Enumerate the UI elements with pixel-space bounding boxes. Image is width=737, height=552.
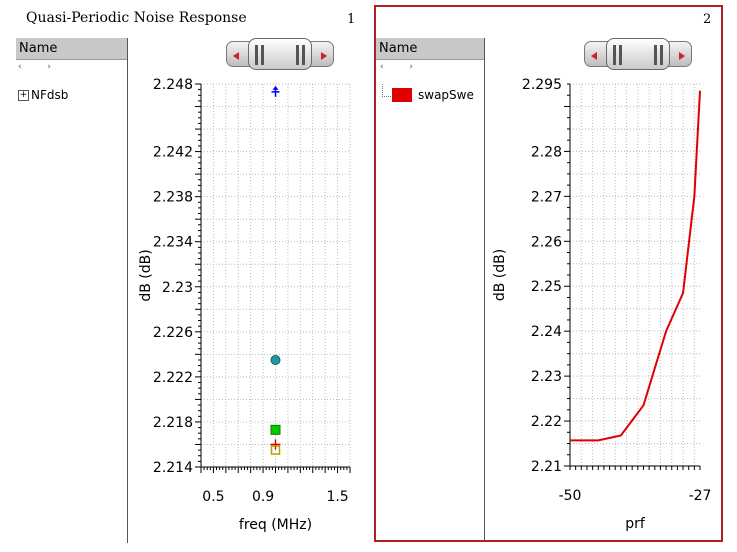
y-tick-label: 2.24 — [531, 324, 562, 340]
x-tick-label: 0.5 — [202, 489, 224, 505]
panel-title: Quasi-Periodic Noise Response — [26, 10, 247, 26]
list-scroll-indicator[interactable]: ‹ › — [380, 62, 413, 72]
data-point — [270, 354, 281, 365]
x-tick-label: 0.9 — [252, 489, 274, 505]
expand-icon[interactable]: + — [18, 90, 29, 101]
panel-divider — [127, 38, 128, 543]
x-axis-label: prf — [625, 516, 646, 532]
y-tick-label: 2.234 — [153, 235, 193, 251]
y-tick-label: 2.295 — [522, 77, 562, 93]
y-axis-label: dB (dB) — [492, 249, 508, 301]
y-tick-label: 2.25 — [531, 279, 562, 295]
horizontal-zoom-slider[interactable] — [584, 38, 692, 72]
x-tick-label: 1.5 — [326, 489, 348, 505]
y-axis-label: dB (dB) — [138, 249, 154, 301]
chart-1: 2.214 2.218 2.222 2.226 2.23 2.234 2.238 2.242 2… — [138, 77, 351, 533]
y-tick-label: 2.242 — [153, 145, 193, 161]
list-scroll-indicator[interactable]: ‹ › — [18, 62, 51, 72]
y-tick-label: 2.238 — [153, 190, 193, 206]
legend-label[interactable]: swapSwe — [418, 88, 474, 102]
tree-item-label: NFdsb — [31, 88, 69, 102]
series-line — [570, 90, 701, 442]
name-column-header[interactable]: Name — [376, 38, 485, 60]
slider-thumb[interactable] — [606, 38, 670, 70]
panel-2 — [374, 5, 723, 542]
y-tick-label: 2.226 — [153, 325, 193, 341]
y-tick-label: 2.21 — [531, 459, 562, 475]
y-tick-label: 2.218 — [153, 415, 193, 431]
tree-item-nfdsb[interactable]: + NFdsb — [18, 88, 68, 102]
y-tick-label: 2.22 — [531, 414, 562, 430]
horizontal-zoom-slider[interactable] — [226, 38, 334, 72]
scroll-left-icon[interactable] — [233, 52, 239, 60]
data-point — [271, 85, 280, 97]
y-tick-label: 2.248 — [153, 77, 193, 93]
y-tick-label: 2.222 — [153, 370, 193, 386]
x-axis-label: freq (MHz) — [239, 517, 312, 533]
y-tick-label: 2.27 — [531, 189, 562, 205]
y-tick-label: 2.23 — [531, 369, 562, 385]
scroll-right-icon[interactable] — [321, 52, 327, 60]
panel-divider — [484, 38, 485, 541]
slider-thumb[interactable] — [248, 38, 312, 70]
y-tick-label: 2.214 — [153, 460, 193, 476]
data-point — [270, 424, 281, 435]
data-point — [270, 439, 281, 450]
y-tick-label: 2.23 — [162, 280, 193, 296]
y-tick-label: 2.28 — [531, 144, 562, 160]
panel-number: 2 — [703, 12, 712, 27]
y-tick-label: 2.26 — [531, 234, 562, 250]
name-column-header[interactable]: Name — [16, 38, 128, 60]
panel-1: Quasi-Periodic Noise Response 1 Name ‹ ›… — [16, 10, 356, 543]
data-point — [270, 445, 281, 455]
x-tick-label: -27 — [689, 488, 712, 504]
legend-swatch — [392, 88, 412, 102]
panel-number: 1 — [347, 12, 356, 27]
legend-tree-line — [382, 84, 391, 97]
scroll-right-icon[interactable] — [679, 52, 685, 60]
chart-2: 2.21 2.22 2.23 2.24 2.25 2.26 2.27 2.28 2.295 -50… — [492, 77, 712, 532]
scroll-left-icon[interactable] — [591, 52, 597, 60]
x-tick-label: -50 — [559, 488, 582, 504]
